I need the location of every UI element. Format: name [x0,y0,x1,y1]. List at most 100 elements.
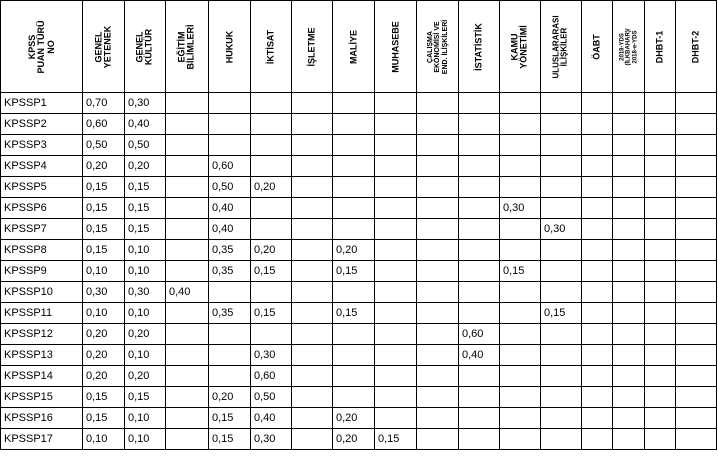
weight-cell [675,323,717,345]
weight-cell [499,323,541,345]
table-row: KPSSP13 0,20 0,10 0,30 0,40 [0,344,717,366]
weight-cell: 0,15 [332,302,375,324]
weight-cell [612,302,645,324]
weight-cell [416,407,459,429]
weight-cell [612,281,645,303]
weight-cell [374,92,417,114]
weight-cell [644,260,676,282]
weight-cell: 0,40 [124,113,166,135]
weight-cell [165,344,209,366]
column-header-line: ÖABT [591,33,602,60]
weight-cell [581,281,613,303]
weight-cell [332,113,375,135]
weight-cell [416,155,459,177]
weight-cell [416,197,459,219]
score-type-cell: KPSSP7 [0,218,83,240]
weight-cell [612,260,645,282]
weight-cell [644,281,676,303]
weight-cell [374,344,417,366]
weight-cell [644,92,676,114]
weight-cell [540,176,582,198]
weight-cell [416,176,459,198]
weight-cell [458,281,500,303]
table-row: KPSSP16 0,15 0,10 0,15 0,40 0,20 [0,407,717,429]
weight-cell: 0,10 [82,302,125,324]
column-header-line: NO [45,39,56,54]
weight-cell [416,281,459,303]
weight-cell [165,428,209,450]
weight-cell: 0,30 [250,344,292,366]
weight-cell [332,134,375,156]
weight-cell [581,407,613,429]
weight-cell: 0,30 [499,197,541,219]
column-header: İKTİSAT [250,0,292,93]
weight-cell: 0,15 [124,386,166,408]
weight-cell [581,428,613,450]
weight-cell [499,302,541,324]
table-row: KPSSP8 0,15 0,10 0,35 0,20 0,20 [0,239,717,261]
column-header-label: İKTİSAT [265,29,275,63]
weight-cell [374,281,417,303]
weight-cell [458,365,500,387]
weight-cell [644,197,676,219]
weight-cell: 0,30 [250,428,292,450]
weight-cell [458,407,500,429]
weight-cell [612,323,645,345]
column-header: DHBT-1 [644,0,676,93]
weight-cell [165,155,209,177]
weight-cell: 0,30 [124,92,166,114]
weight-cell [612,344,645,366]
column-header-line: YETENEK [102,25,113,68]
weight-cell [612,365,645,387]
weight-cell [612,218,645,240]
weight-cell [644,428,676,450]
weight-cell: 0,60 [458,323,500,345]
weight-cell [458,260,500,282]
weight-cell [581,323,613,345]
weight-cell [332,155,375,177]
weight-cell [499,113,541,135]
column-header-line: (İLKBAHAR)/ [625,28,632,65]
weight-cell [581,218,613,240]
weight-cell: 0,15 [82,239,125,261]
weight-cell [374,155,417,177]
weight-cell [675,344,717,366]
table-row: KPSSP7 0,15 0,15 0,40 0,30 [0,218,717,240]
weight-cell [644,386,676,408]
weight-cell [458,428,500,450]
kpss-score-weights-table: KPSS PUAN TÜRÜ NO GENEL YETENEK GENEL KÜLTÜR EĞ… [0,0,717,450]
table-row: KPSSP6 0,15 0,15 0,40 0,30 [0,197,717,219]
score-type-cell: KPSSP1 [0,92,83,114]
weight-cell [458,302,500,324]
weight-cell [581,239,613,261]
weight-cell [374,176,417,198]
column-header: ÖABT [581,0,613,93]
weight-cell [374,407,417,429]
column-header: EĞİTİM BİLİMLERİ [165,0,209,93]
column-header: DHBT-2 [675,0,717,93]
weight-cell [675,239,717,261]
weight-cell: 0,10 [124,407,166,429]
table-body: KPSSP1 0,70 0,30 KPSSP2 0,60 0,40 KPSSP3 0,50 0,… [0,92,717,450]
weight-cell [581,260,613,282]
column-header-line: HUKUK [223,30,234,63]
column-header-label: 2018-YDS (İLKBAHAR)/2018-e-YDS [619,28,638,65]
weight-cell [499,344,541,366]
weight-cell [208,281,251,303]
column-header-line: 2018-e-YDS [631,29,638,64]
weight-cell [416,260,459,282]
weight-cell [675,197,717,219]
weight-cell [291,113,333,135]
table-row: KPSSP14 0,20 0,20 0,60 [0,365,717,387]
weight-cell: 0,60 [82,113,125,135]
weight-cell: 0,30 [82,281,125,303]
weight-cell [250,92,292,114]
weight-cell [540,386,582,408]
weight-cell [165,113,209,135]
weight-cell [499,176,541,198]
weight-cell [416,428,459,450]
weight-cell [499,365,541,387]
score-type-cell: KPSSP3 [0,134,83,156]
column-header-label: KPSS PUAN TÜRÜ NO [26,20,56,73]
column-header-label: ÇALIŞMA EKONOMİSİ VE END. İLİŞKİLERİ [426,19,448,73]
